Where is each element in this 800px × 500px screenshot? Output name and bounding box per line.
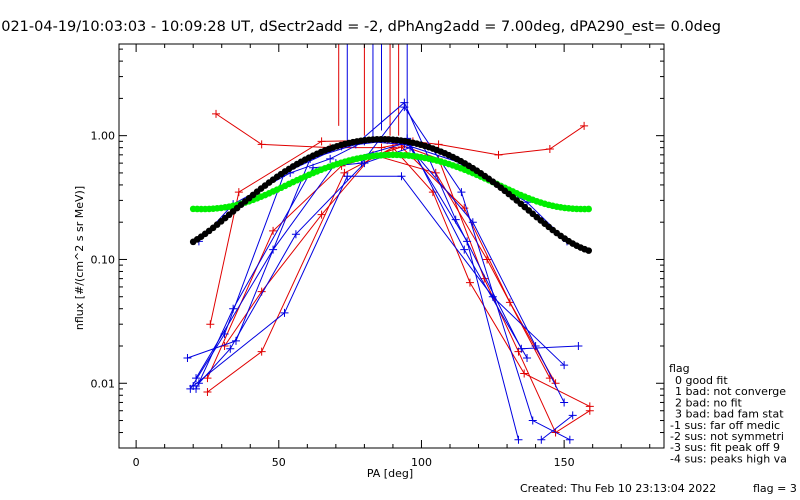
data-point: [257, 347, 266, 356]
data-point: [317, 210, 326, 219]
x-tick-label: 0: [133, 456, 140, 469]
x-tick-label: 100: [411, 456, 432, 469]
data-point: [460, 245, 469, 254]
data-point: [343, 172, 352, 181]
data-point: [565, 435, 574, 444]
data-point: [206, 320, 215, 329]
data-point: [229, 304, 238, 313]
data-point: [291, 230, 300, 239]
data-point: [280, 308, 289, 317]
data-point: [483, 255, 492, 264]
data-point: [234, 188, 243, 197]
data-point: [434, 140, 443, 149]
data-point: [257, 140, 266, 149]
legend-entry: 1 bad: not converge: [675, 385, 786, 398]
data-point: [360, 159, 369, 168]
data-point: [523, 353, 532, 362]
data-point: [203, 388, 212, 397]
series-line-blue-6: [195, 141, 519, 440]
data-point: [505, 298, 514, 307]
legend-entry: 0 good fit: [675, 374, 728, 387]
chart-title: 2021-04-19/10:03:03 - 10:09:28 UT, dSect…: [0, 19, 721, 35]
data-point: [269, 226, 278, 235]
data-point: [457, 188, 466, 197]
data-point: [574, 341, 583, 350]
data-point: [468, 218, 477, 227]
data-point: [560, 361, 569, 370]
data-point: [528, 416, 537, 425]
data-point: [212, 109, 221, 118]
black-fit-dot: [585, 247, 592, 254]
data-point: [194, 379, 203, 388]
legend-entry: -4 sus: peaks high va: [670, 452, 787, 465]
legend-entry: -1 sus: far off medic: [670, 419, 780, 432]
footer-flag: flag = 3: [753, 482, 797, 495]
plot-area: [183, 44, 594, 444]
series-line-blue-5: [192, 175, 565, 387]
data-point: [514, 435, 523, 444]
x-axis-label: PA [deg]: [367, 467, 413, 480]
data-point: [488, 292, 497, 301]
data-point: [585, 402, 594, 411]
data-point: [183, 353, 192, 362]
plot-frame: [118, 43, 665, 449]
data-point: [463, 237, 472, 246]
legend-entry: 2 bad: no fit: [675, 396, 743, 409]
data-point: [400, 103, 409, 112]
data-point: [269, 245, 278, 254]
data-point: [568, 411, 577, 420]
series-line-red-3: [207, 147, 591, 407]
footer-created: Created: Thu Feb 10 23:13:04 2022: [520, 482, 716, 495]
y-axis-label: nflux [#/(cm^2 s sr MeV)]: [73, 186, 86, 330]
x-tick-label: 50: [272, 456, 286, 469]
data-point: [317, 137, 326, 146]
y-tick-label: 0.10: [91, 253, 116, 266]
legend-title: flag: [669, 362, 690, 375]
data-point: [192, 374, 201, 383]
series-line-blue-8: [540, 415, 573, 441]
data-point: [531, 341, 540, 350]
y-tick-label: 1.00: [91, 130, 116, 143]
series-line-blue-2: [187, 101, 579, 359]
data-point: [520, 369, 529, 378]
series-line-red-1: [215, 113, 585, 156]
data-point: [397, 172, 406, 181]
data-point: [326, 154, 335, 163]
series-line-blue-4: [195, 106, 571, 441]
x-tick-label: 150: [554, 456, 575, 469]
data-point: [226, 344, 235, 353]
data-point: [494, 150, 503, 159]
data-point: [580, 121, 589, 130]
data-point: [203, 374, 212, 383]
series-line-red-5: [206, 146, 557, 384]
chart-marks: [183, 44, 594, 444]
data-point: [560, 398, 569, 407]
green-fit-dot: [585, 205, 592, 213]
data-point: [545, 145, 554, 154]
data-point: [465, 278, 474, 287]
chart-axes: 0 50 100 150 0.01 0.10 1.00: [91, 43, 665, 469]
data-point: [189, 382, 198, 391]
legend-entry: -2 sus: not symmetri: [670, 430, 784, 443]
legend-entry: -3 sus: fit peak off 9: [670, 441, 780, 454]
data-point: [537, 435, 546, 444]
y-tick-label: 0.01: [91, 377, 116, 390]
legend-entry: 3 bad: bad fam stat: [675, 408, 784, 421]
